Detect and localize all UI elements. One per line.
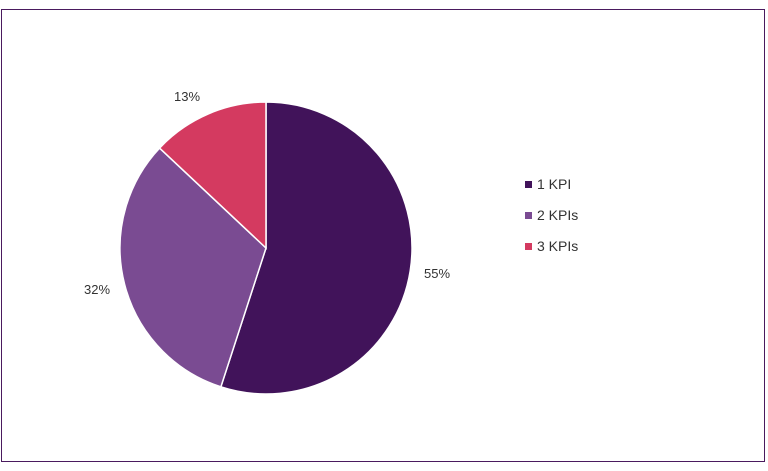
data-label-1-kpi: 55% <box>424 266 450 281</box>
legend-label-2-kpis: 2 KPIs <box>537 207 579 223</box>
legend-item-3-kpis: 3 KPIs <box>525 236 578 256</box>
legend-item-1-kpi: 1 KPI <box>525 174 578 194</box>
legend: 1 KPI 2 KPIs 3 KPIs <box>525 174 578 267</box>
legend-label-1-kpi: 1 KPI <box>537 176 572 192</box>
pie-slice-3-kpis <box>158 101 267 250</box>
legend-label-3-kpis: 3 KPIs <box>537 238 579 254</box>
legend-item-2-kpis: 2 KPIs <box>525 205 578 225</box>
legend-swatch-2-kpis <box>525 211 532 219</box>
data-label-3-kpis: 13% <box>174 89 200 104</box>
legend-swatch-1-kpi <box>525 180 532 188</box>
pie-slice-2-kpis <box>119 146 267 388</box>
legend-swatch-3-kpis <box>525 242 532 250</box>
pie-slice-1-kpi <box>219 101 413 395</box>
data-label-2-kpis: 32% <box>84 282 110 297</box>
